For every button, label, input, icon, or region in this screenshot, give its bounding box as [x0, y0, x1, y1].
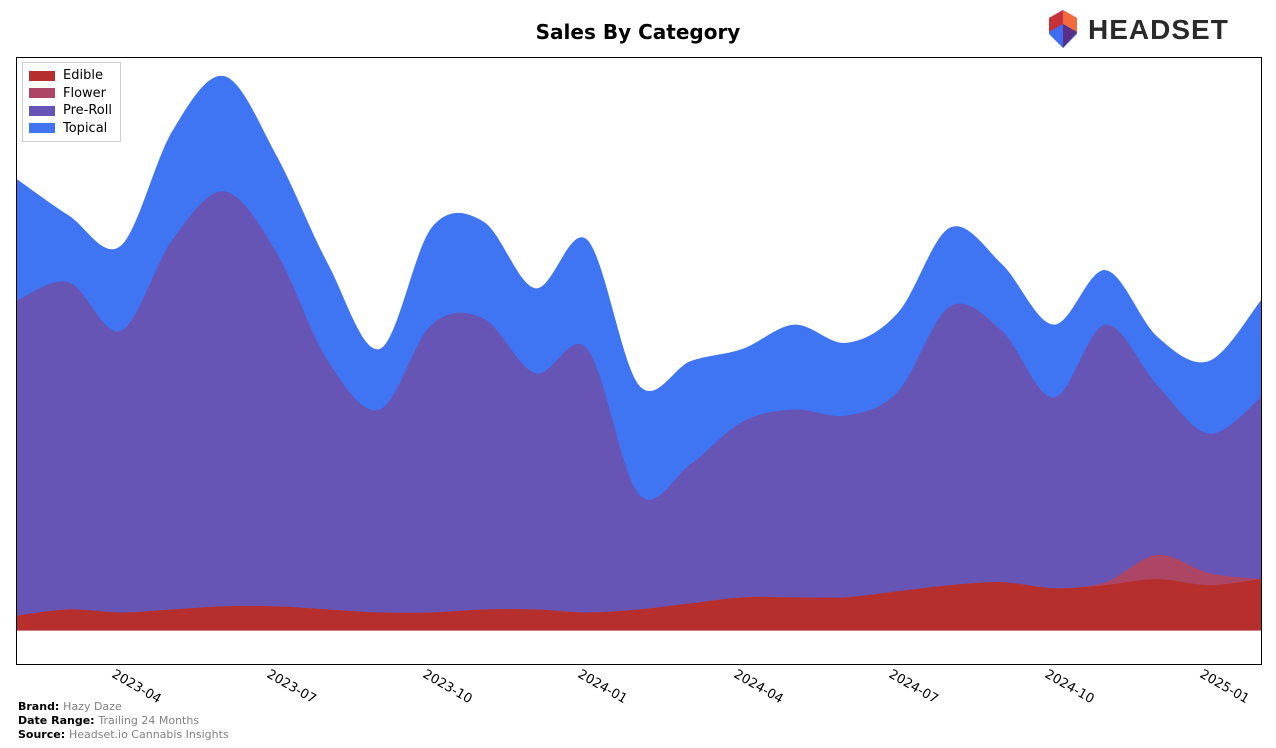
logo-text: HEADSET	[1088, 14, 1229, 45]
x-tick-label: 2024-04	[731, 667, 786, 707]
x-tick-label: 2023-10	[420, 667, 475, 707]
legend-label: Pre-Roll	[63, 102, 112, 120]
headset-logo: HEADSET	[1040, 4, 1270, 58]
chart-footer: Brand: Hazy DazeDate Range: Trailing 24 …	[18, 700, 229, 741]
x-tick-label: 2023-07	[264, 667, 319, 707]
legend-swatch	[29, 106, 55, 116]
legend-swatch	[29, 71, 55, 81]
legend-item: Pre-Roll	[29, 102, 112, 120]
footer-line: Source: Headset.io Cannabis Insights	[18, 728, 229, 742]
sales-area-chart	[16, 57, 1262, 665]
legend-item: Flower	[29, 85, 112, 103]
legend-item: Topical	[29, 120, 112, 138]
legend: EdibleFlowerPre-RollTopical	[22, 62, 121, 142]
x-tick-label: 2025-01	[1197, 667, 1252, 707]
legend-swatch	[29, 88, 55, 98]
legend-item: Edible	[29, 67, 112, 85]
legend-label: Edible	[63, 67, 103, 85]
footer-line: Date Range: Trailing 24 Months	[18, 714, 229, 728]
x-tick-label: 2024-10	[1042, 667, 1097, 707]
legend-label: Flower	[63, 85, 106, 103]
legend-label: Topical	[63, 120, 107, 138]
x-tick-label: 2024-01	[575, 667, 630, 707]
x-tick-label: 2024-07	[886, 667, 941, 707]
baseline-mask	[17, 631, 1261, 664]
footer-line: Brand: Hazy Daze	[18, 700, 229, 714]
legend-swatch	[29, 123, 55, 133]
